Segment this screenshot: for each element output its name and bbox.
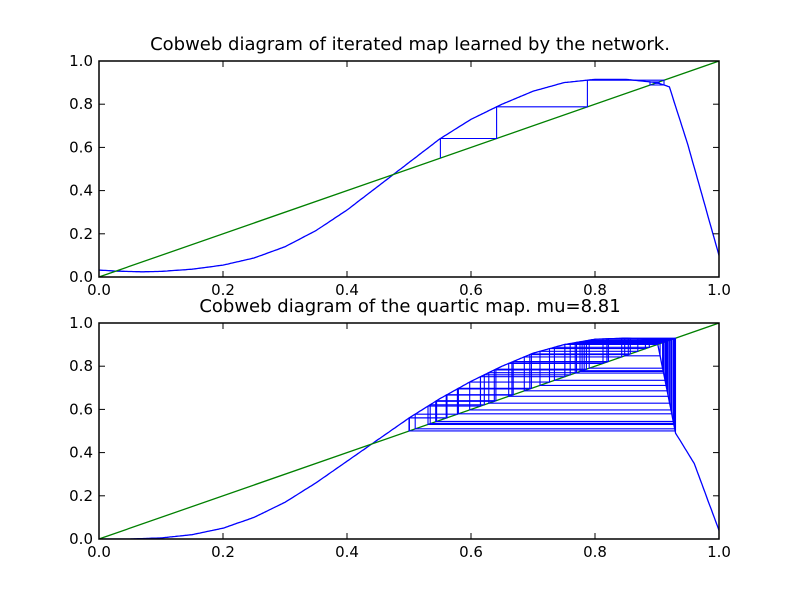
x-tick-label: 0.6	[459, 543, 483, 561]
x-tick-label: 0.0	[87, 281, 111, 299]
y-tick-label: 1.0	[69, 52, 93, 70]
identity-line-series	[99, 61, 719, 277]
cobweb-series	[408, 337, 677, 432]
x-tick-label: 0.2	[211, 281, 235, 299]
y-tick-label: 0.2	[69, 487, 93, 505]
axis-ticks: 0.0 0.2 0.4 0.6 0.8 1.0 0.0 0.2 0.4 0.6 0.8 1.0	[69, 314, 731, 561]
x-tick-label: 1.0	[707, 281, 731, 299]
chart-panel-2: Cobweb diagram of the quartic map. mu=8.…	[69, 296, 731, 561]
x-tick-label: 0.4	[335, 543, 359, 561]
x-tick-label: 0.0	[87, 543, 111, 561]
y-tick-label: 0.8	[69, 95, 93, 113]
axes-frame	[98, 60, 720, 278]
y-tick-label: 0.0	[69, 268, 93, 286]
cobweb-series	[439, 79, 665, 158]
chart-title: Cobweb diagram of iterated map learned b…	[150, 34, 670, 55]
y-tick-label: 0.2	[69, 225, 93, 243]
map-curve-series	[99, 78, 719, 273]
y-tick-label: 0.8	[69, 357, 93, 375]
chart-title: Cobweb diagram of the quartic map. mu=8.…	[199, 296, 620, 317]
x-tick-label: 1.0	[707, 543, 731, 561]
plot-area	[99, 323, 719, 539]
axis-ticks: 0.0 0.2 0.4 0.6 0.8 1.0 0.0 0.2 0.4 0.6 0.8 1.0	[69, 52, 731, 299]
y-tick-label: 0.4	[69, 444, 93, 462]
x-tick-label: 0.2	[211, 543, 235, 561]
x-tick-label: 0.8	[583, 543, 607, 561]
y-tick-label: 1.0	[69, 314, 93, 332]
y-tick-label: 0.6	[69, 138, 93, 156]
y-tick-label: 0.4	[69, 182, 93, 200]
x-tick-label: 0.8	[583, 281, 607, 299]
y-tick-label: 0.6	[69, 400, 93, 418]
y-tick-label: 0.0	[69, 530, 93, 548]
x-tick-label: 0.4	[335, 281, 359, 299]
chart-panel-1: Cobweb diagram of iterated map learned b…	[69, 34, 731, 299]
axes-frame	[98, 322, 720, 540]
x-tick-label: 0.6	[459, 281, 483, 299]
plot-area	[99, 61, 719, 277]
